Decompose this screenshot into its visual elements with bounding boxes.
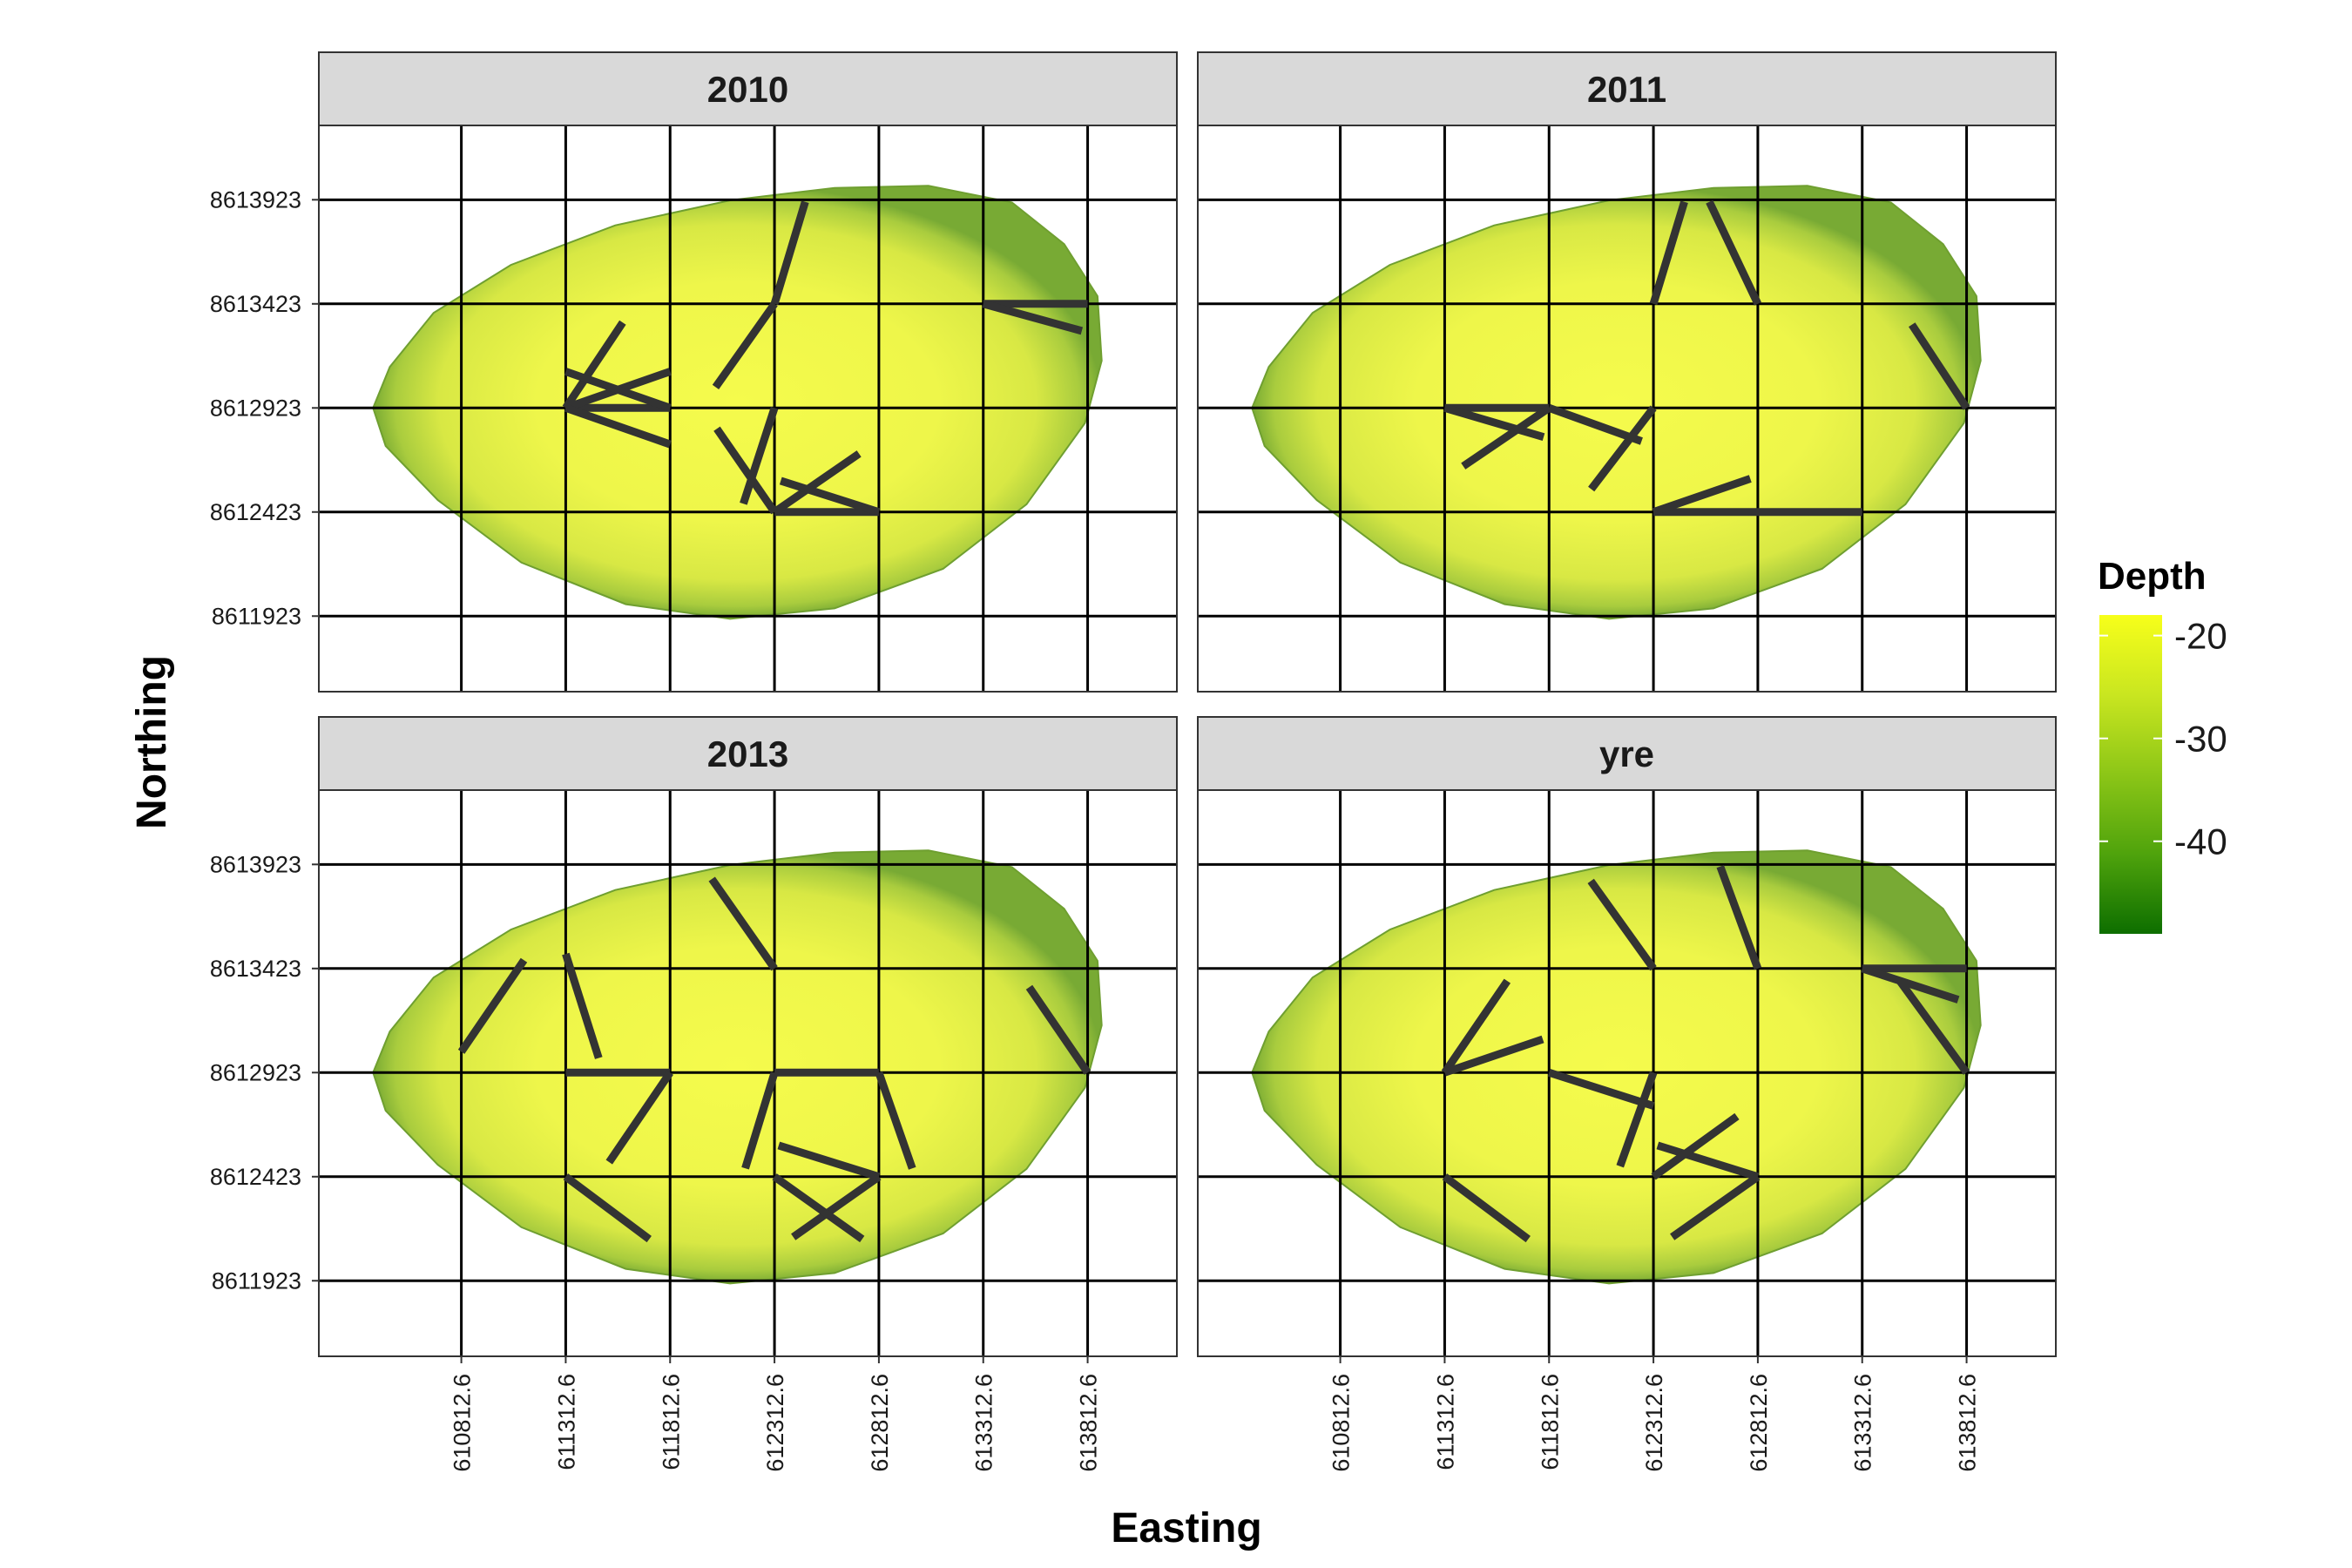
facet-strip-label: yre: [1599, 733, 1654, 774]
x-tick-label: 612312.6: [1641, 1374, 1667, 1472]
legend-title: Depth: [2098, 555, 2207, 598]
x-tick-label: 610812.6: [1328, 1374, 1355, 1472]
transect-segment: [1025, 984, 1092, 1075]
x-tick-label: 613812.6: [1955, 1374, 1981, 1472]
depth-legend: Depth -20 -30 -40: [2098, 555, 2227, 934]
transect-segment: [1651, 1112, 1740, 1180]
x-tick-label: 611312.6: [553, 1374, 579, 1470]
legend-ticks: -20 -30 -40: [2099, 616, 2227, 862]
transect-segment: [1706, 199, 1761, 306]
y-tick-label: 8613923: [210, 186, 301, 213]
x-tick-label: 611812.6: [658, 1374, 684, 1470]
transect-segment: [1896, 978, 1970, 1075]
transect-segment: [1443, 403, 1545, 442]
y-tick-label: 8612923: [210, 1059, 301, 1085]
transect-segment: [563, 1173, 652, 1243]
lake-depth-raster: [372, 849, 1103, 1285]
facet-panels: 2010861192386124238612923861342386139232…: [210, 51, 2057, 1472]
facet-2010: 2010 8611923 8612423 8612923 8613423 8613923: [210, 51, 1178, 693]
transect-segment: [562, 320, 626, 410]
x-tick-label: 612312.6: [762, 1374, 788, 1472]
panel-border: [1197, 125, 2057, 693]
facet-strip: [318, 716, 1178, 791]
transect-segment: [772, 1173, 865, 1243]
transect-segment: [740, 406, 779, 505]
y-tick-label: 8612423: [210, 1164, 301, 1190]
transect-segment: [1670, 1173, 1761, 1240]
y-tick-label: 8611923: [212, 603, 301, 629]
transect-segment: [1588, 405, 1657, 492]
legend-tick-label: -40: [2174, 821, 2227, 862]
transect-segment: [1547, 1068, 1655, 1110]
transect-segment: [1442, 1173, 1531, 1243]
lake-depth-raster: [1251, 849, 1982, 1285]
x-tick-label: 611812.6: [1537, 1374, 1563, 1470]
transect-segment: [1443, 1035, 1544, 1077]
legend-tick-label: -30: [2174, 719, 2227, 760]
facet-2013: 2013 8611923 8612423 8612923 8613423 8613923 6…: [210, 716, 1178, 1472]
y-tick-label: 8611923: [212, 1267, 301, 1294]
legend-tick-label: -20: [2174, 616, 2227, 657]
x-axis-title: Easting: [1111, 1505, 1261, 1551]
transect-segment: [777, 1141, 881, 1181]
transect-segment: [1616, 1071, 1658, 1168]
facet-yre: yre 610812.6 611312.6 611812.6 612312.6 61281…: [1197, 716, 2057, 1472]
transect-segment: [1461, 404, 1551, 470]
transect-segment: [1656, 1141, 1760, 1181]
y-axis-title: Northing: [129, 655, 175, 829]
transect-segment: [562, 952, 603, 1059]
transect-segment: [875, 1071, 916, 1170]
legend-colorbar: [2099, 615, 2162, 934]
y-tick-label: 8613423: [210, 956, 301, 982]
x-tick-label: 610812.6: [449, 1374, 476, 1472]
transect-segment: [1547, 404, 1643, 445]
y-tick-label: 8612923: [210, 395, 301, 421]
transect-segment: [1861, 964, 1960, 1004]
facet-2011: 2011: [1197, 51, 2057, 693]
y-tick-label: 8612423: [210, 499, 301, 525]
transect-segment: [1909, 322, 1970, 410]
transect-segment: [791, 1173, 882, 1240]
x-tick-label: 613312.6: [971, 1374, 997, 1472]
transect-segment: [564, 404, 672, 449]
transect-segment: [605, 1070, 673, 1165]
transect-segment: [1652, 475, 1752, 517]
transect-segment: [1587, 878, 1657, 971]
x-tick-label: 613812.6: [1076, 1374, 1102, 1472]
transect-segment: [713, 426, 778, 515]
facet-strip: [1197, 716, 2057, 791]
facet-strip-label: 2010: [707, 69, 788, 110]
y-tick-label: 8613423: [210, 291, 301, 317]
facet-strip: [1197, 51, 2057, 126]
x-tick-label: 612812.6: [1746, 1374, 1772, 1472]
transect-segment: [708, 876, 778, 971]
y-tick-label: 8613923: [210, 851, 301, 877]
x-tick-label: 611312.6: [1432, 1374, 1458, 1470]
transect-segment: [982, 300, 1084, 335]
x-tick-label: 613312.6: [1850, 1374, 1876, 1472]
transect-segment: [741, 1071, 779, 1170]
lake-depth-raster: [372, 185, 1103, 620]
transect-segment: [1441, 978, 1511, 1075]
transect-segment: [1716, 865, 1762, 970]
transect-segment: [1649, 200, 1688, 306]
panel-border: [1197, 789, 2057, 1357]
x-tick-label: 612812.6: [867, 1374, 893, 1472]
transect-segment: [772, 450, 862, 516]
facet-strip: [318, 51, 1178, 126]
transect-segment: [779, 476, 881, 517]
transect-segment: [457, 957, 528, 1054]
facet-strip-label: 2013: [707, 733, 788, 774]
transect-segment: [564, 368, 672, 412]
transect-segment: [712, 301, 778, 389]
transect-segment: [770, 200, 809, 306]
facet-strip-label: 2011: [1587, 69, 1666, 110]
